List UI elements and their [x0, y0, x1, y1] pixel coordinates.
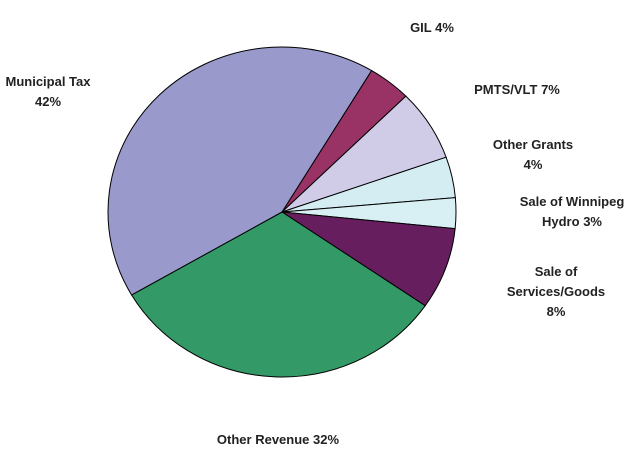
- value-label: 7%: [541, 82, 560, 97]
- value-label: 3%: [583, 214, 602, 229]
- slice-label: PMTS/VLT 7%: [467, 80, 567, 100]
- value-label: 4%: [435, 20, 454, 35]
- value-label: 8%: [546, 304, 566, 319]
- category-label: Municipal Tax: [5, 74, 91, 89]
- value-label: 4%: [523, 157, 543, 172]
- value-label: 42%: [34, 94, 62, 109]
- pie-slice: [130, 211, 426, 378]
- pie-slice: [107, 46, 373, 296]
- category-label: PMTS/VLT: [474, 82, 538, 97]
- slice-label: Sale of Winnipeg Hydro 3%: [517, 192, 627, 232]
- value-label: 32%: [313, 432, 340, 447]
- category-label: Sale of Services/Goods: [506, 264, 606, 299]
- slice-label: Sale of Services/Goods 8%: [501, 262, 611, 322]
- category-label: Other Revenue: [216, 432, 310, 447]
- category-label: GIL: [410, 20, 432, 35]
- slice-label: Other Revenue 32%: [208, 430, 348, 450]
- slice-label: GIL 4%: [382, 18, 482, 38]
- category-label: Sale of Winnipeg Hydro: [519, 194, 625, 229]
- category-label: Other Grants: [492, 137, 574, 152]
- slice-label: Other Grants 4%: [483, 135, 583, 175]
- slice-label: Municipal Tax 42%: [0, 72, 98, 112]
